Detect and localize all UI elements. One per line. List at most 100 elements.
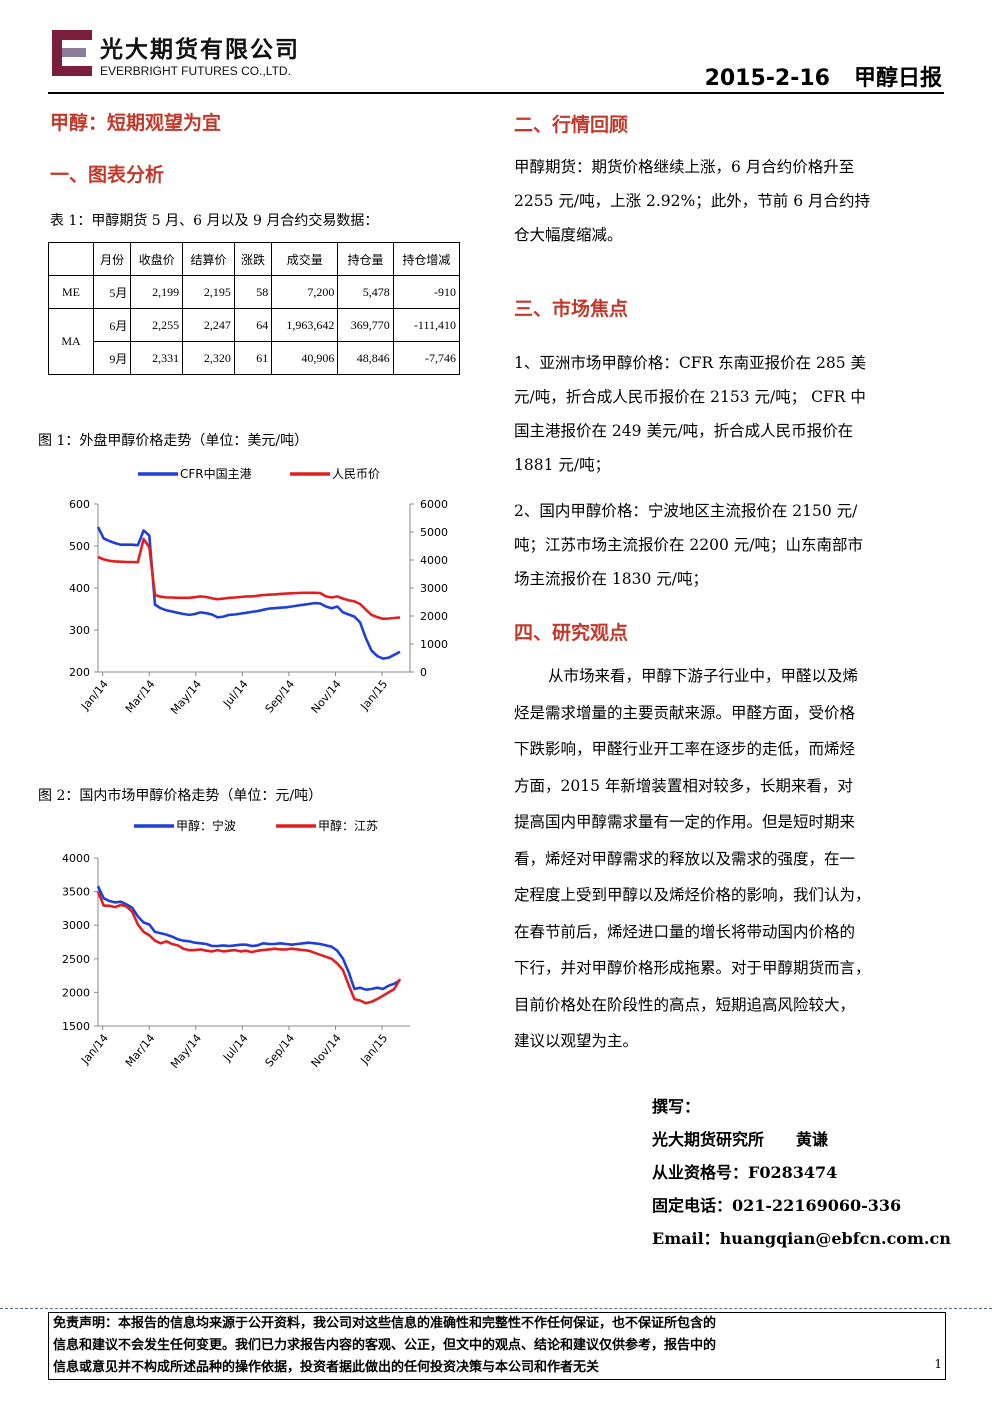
license-number: 从业资格号：F0283474 bbox=[652, 1163, 838, 1182]
table-header-cell: 收盘价 bbox=[130, 242, 184, 276]
table-cell: 1,963,642 bbox=[271, 308, 339, 342]
text-line: 建议以观望为主。 bbox=[514, 1032, 639, 1050]
y-tick-label: 300 bbox=[69, 624, 90, 637]
text-line: 元/吨，折合成人民币报价在 2153 元/吨； CFR 中 bbox=[514, 388, 866, 406]
y-tick-label: 3000 bbox=[62, 919, 90, 932]
text-line: 场主流报价在 1830 元/吨； bbox=[514, 570, 709, 588]
series-line bbox=[96, 891, 402, 1005]
disclaimer-line: 免责声明：本报告的信息均来源于公开资料，我公司对这些信息的准确性和完整性不作任何… bbox=[53, 1316, 717, 1331]
company-name-en: EVERBRIGHT FUTURES CO.,LTD. bbox=[100, 64, 291, 78]
section-market-review: 二、行情回顾 bbox=[514, 114, 629, 136]
author-signature: 撰写： 光大期货研究所 黄谦 从业资格号：F0283474 固定电话：021-2… bbox=[652, 1090, 951, 1255]
table-row: 9月 2,331 2,320 61 40,906 48,846 -7,746 bbox=[49, 341, 461, 375]
text-line: 1881 元/吨； bbox=[514, 456, 611, 474]
text-line: 1、亚洲市场甲醇价格：CFR 东南亚报价在 285 美 bbox=[514, 354, 867, 372]
text-line: 烃是需求增量的主要贡献来源。甲醛方面，受价格 bbox=[514, 703, 856, 722]
table-row: MA 6月 2,255 2,247 64 1,963,642 369,770 -… bbox=[48, 308, 461, 375]
y-tick-label: 1500 bbox=[62, 1020, 90, 1033]
table-header-row: 月份 收盘价 结算价 涨跌 成交量 持仓量 持仓增减 bbox=[48, 242, 461, 276]
table-cell: 369,770 bbox=[337, 308, 394, 342]
text-line: 在春节前后，烯烃进口量的增长将带动国内价格的 bbox=[514, 922, 856, 941]
market-review-text: 甲醇期货：期货价格继续上涨，6 月合约价格升至 2255 元/吨，上涨 2.92… bbox=[514, 150, 946, 252]
table-cell: 5月 bbox=[92, 275, 132, 309]
series-line bbox=[97, 537, 401, 621]
x-tick-label: Jan/14 bbox=[78, 678, 111, 714]
header-divider bbox=[48, 92, 944, 94]
text-line: 从市场来看，甲醇下游子行业中，甲醛以及烯 bbox=[548, 667, 859, 685]
contract-data-table: 月份 收盘价 结算价 涨跌 成交量 持仓量 持仓增减 ME 5月 2,199 2… bbox=[48, 242, 461, 375]
y-tick-label: 400 bbox=[69, 582, 90, 595]
table-header-cell: 成交量 bbox=[271, 242, 339, 276]
table-header-cell: 持仓量 bbox=[337, 242, 394, 276]
y-tick-label: 4000 bbox=[62, 852, 90, 865]
x-tick-label: Jan/15 bbox=[357, 678, 390, 714]
figure1-caption: 图 1：外盘甲醇价格走势（单位：美元/吨） bbox=[38, 433, 309, 449]
x-tick-label: Nov/14 bbox=[309, 1032, 344, 1070]
table-cell: -111,410 bbox=[392, 308, 461, 342]
author-name: 光大期货研究所 黄谦 bbox=[652, 1130, 829, 1149]
legend-label: CFR中国主港 bbox=[180, 466, 252, 481]
x-tick-label: Jan/14 bbox=[78, 1032, 111, 1068]
table-cell: 6月 bbox=[92, 308, 132, 342]
report-date: 2015-2-16 bbox=[704, 66, 830, 91]
disclaimer-line: 信息或意见并不构成所述品种的操作依据，投资者据此做出的任何投资决策与本公司和作者… bbox=[53, 1360, 600, 1375]
text-line: 看，烯烃对甲醇需求的释放以及需求的强度，在一 bbox=[514, 849, 856, 868]
legend-label: 人民币价 bbox=[332, 467, 380, 481]
text-line: 下行，并对甲醇价格形成拖累。对于甲醇期货而言， bbox=[514, 959, 871, 977]
y-tick-label: 600 bbox=[69, 498, 90, 511]
text-line: 国主港报价在 249 美元/吨，折合成人民币报价在 bbox=[514, 422, 854, 440]
table-cell: 2,255 bbox=[130, 308, 184, 342]
section-chart-analysis: 一、图表分析 bbox=[50, 164, 165, 186]
series-line bbox=[96, 526, 401, 660]
page-number: 1 bbox=[934, 1357, 942, 1371]
x-tick-label: Mar/14 bbox=[123, 678, 158, 716]
table-cell: 40,906 bbox=[271, 341, 339, 375]
table-cell: 58 bbox=[233, 275, 273, 309]
table-cell: 61 bbox=[233, 341, 273, 375]
text-line: 甲醇期货：期货价格继续上涨，6 月合约价格升至 bbox=[514, 158, 855, 176]
figure2-caption: 图 2：国内市场甲醇价格走势（单位：元/吨） bbox=[38, 788, 323, 804]
research-view-text: 从市场来看，甲醇下游子行业中，甲醛以及烯 烃是需求增量的主要贡献来源。甲醛方面，… bbox=[514, 658, 946, 1060]
market-focus-2: 2、国内甲醇价格：宁波地区主流报价在 2150 元/ 吨；江苏市场主流报价在 2… bbox=[514, 494, 946, 596]
y-tick-label: 3500 bbox=[62, 886, 90, 899]
table-cell: 2,320 bbox=[182, 341, 235, 375]
x-tick-label: Sep/14 bbox=[263, 678, 298, 716]
table-cell: -910 bbox=[392, 275, 461, 309]
table-cell: 7,200 bbox=[271, 275, 339, 309]
x-tick-label: Sep/14 bbox=[263, 1032, 298, 1070]
x-tick-label: Jul/14 bbox=[220, 1032, 251, 1065]
x-tick-label: Mar/14 bbox=[123, 1032, 158, 1070]
table-cell: 2,247 bbox=[182, 308, 235, 342]
table-header-cell: 持仓增减 bbox=[392, 242, 461, 276]
table-row: ME 5月 2,199 2,195 58 7,200 5,478 -910 bbox=[48, 275, 461, 309]
y-right-tick-label: 1000 bbox=[420, 638, 448, 651]
phone-number: 固定电话：021-22169060-336 bbox=[652, 1196, 902, 1215]
text-line: 定程度上受到甲醇以及烯烃价格的影响，我们认为， bbox=[514, 886, 871, 904]
y-right-tick-label: 3000 bbox=[420, 582, 448, 595]
y-tick-label: 2500 bbox=[62, 953, 90, 966]
x-tick-label: May/14 bbox=[168, 1032, 204, 1071]
table-cell: 9月 bbox=[92, 341, 132, 375]
x-tick-label: Nov/14 bbox=[309, 678, 344, 716]
text-line: 2255 元/吨，上涨 2.92%；此外，节前 6 月合约持 bbox=[514, 192, 870, 210]
text-line: 仓大幅度缩减。 bbox=[514, 226, 623, 244]
disclaimer-line: 信息和建议不会发生任何变更。我们已力求报告内容的客观、公正，但文中的观点、结论和… bbox=[53, 1338, 717, 1353]
table-group-cell: MA bbox=[48, 308, 94, 375]
y-right-tick-label: 4000 bbox=[420, 554, 448, 567]
company-name-cn: 光大期货有限公司 bbox=[100, 37, 300, 63]
legend-label: 甲醇：宁波 bbox=[176, 818, 236, 833]
chart-intl-methanol-price: CFR中国主港 人民币价 600 500 400 300 200 6000 5000 4000 30… bbox=[69, 466, 448, 717]
x-tick-label: Jul/14 bbox=[220, 678, 251, 711]
legend-label: 甲醇：江苏 bbox=[318, 818, 378, 833]
text-line: 提高国内甲醇需求量有一定的作用。但是短时期来 bbox=[514, 813, 856, 831]
text-line: 下跌影响，甲醛行业开工率在逐步的走低，而烯烃 bbox=[514, 740, 856, 758]
chart-domestic-methanol-price: 甲醇：宁波 甲醇：江苏 4000 3500 3000 2500 2000 1500Jan/14… bbox=[62, 818, 410, 1071]
y-tick-label: 500 bbox=[69, 540, 90, 553]
footer-divider bbox=[0, 1308, 992, 1309]
y-right-tick-label: 5000 bbox=[420, 526, 448, 539]
report-type: 甲醇日报 bbox=[853, 66, 942, 91]
text-line: 2、国内甲醇价格：宁波地区主流报价在 2150 元/ bbox=[514, 502, 858, 520]
table-cell: 2,199 bbox=[130, 275, 184, 309]
market-focus-1: 1、亚洲市场甲醇价格：CFR 东南亚报价在 285 美 元/吨，折合成人民币报价… bbox=[514, 346, 946, 482]
table-header-cell: 结算价 bbox=[182, 242, 235, 276]
